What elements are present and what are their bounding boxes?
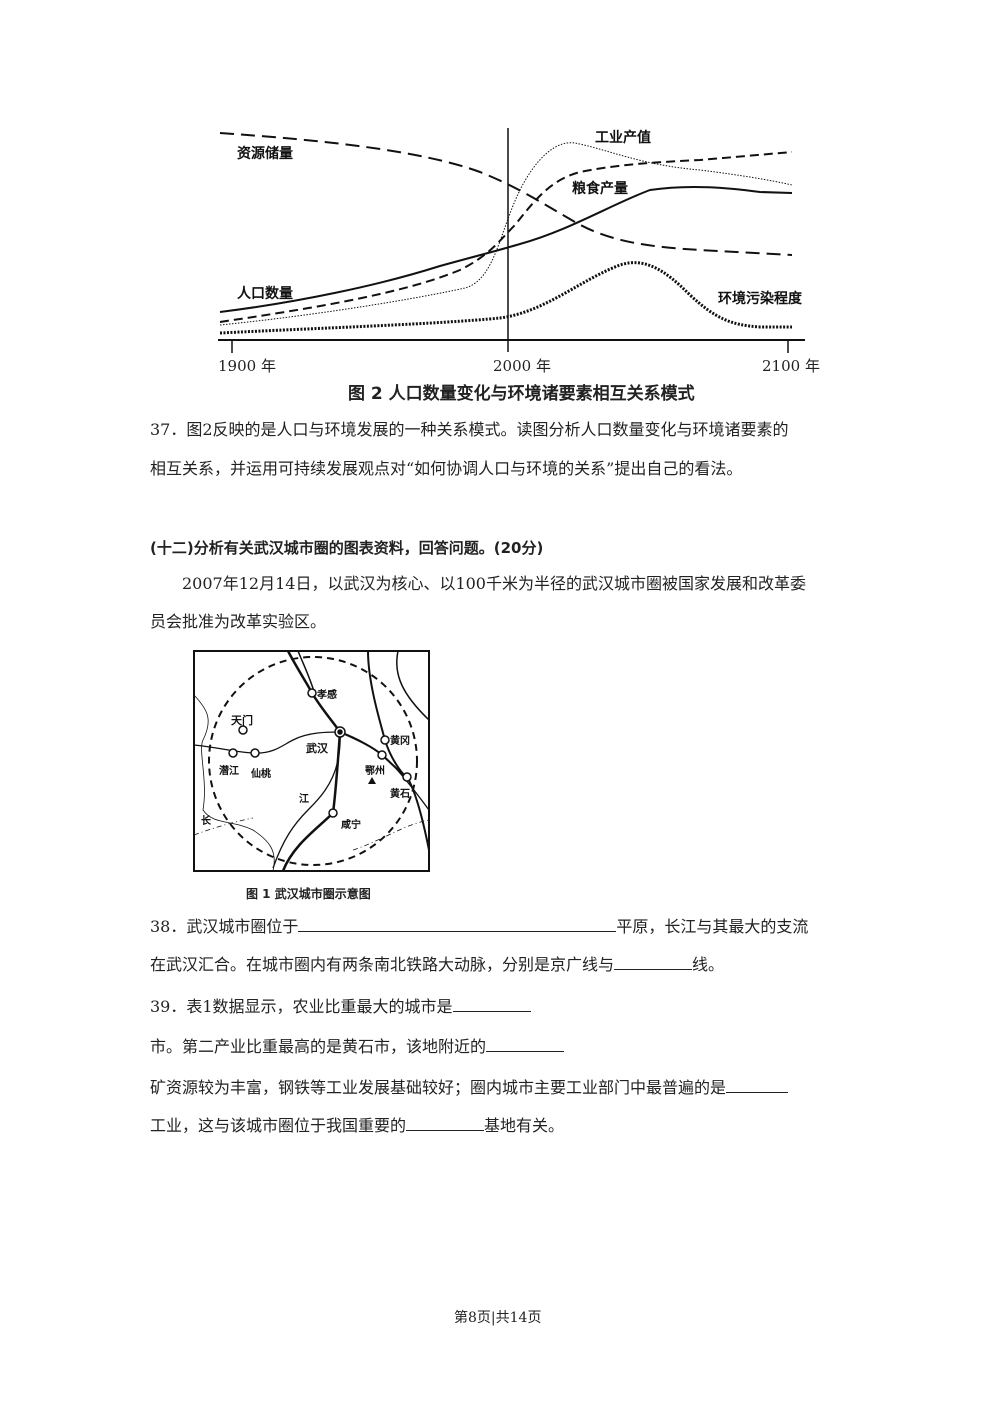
- q38-blank-railway[interactable]: [614, 955, 693, 970]
- q37-line1: 37．图2反映的是人口与环境发展的一种关系模式。读图分析人口数量变化与环境诸要素…: [150, 420, 789, 439]
- xianning-marker: [328, 808, 338, 818]
- mountain-triangle-icon: [368, 777, 376, 784]
- xiantao-label: 仙桃: [251, 769, 271, 780]
- tick-label-2000: 2000 年: [493, 357, 551, 375]
- q39-blank-industry[interactable]: [726, 1078, 789, 1093]
- q38-line2: 在武汉汇合。在城市圈内有两条南北铁路大动脉，分别是京广线与 线。: [150, 955, 724, 975]
- q39-text-3: 矿资源较为丰富，钢铁等工业发展基础较好；圈内城市主要工业部门中最普遍的是: [150, 1078, 727, 1097]
- figure-2-curves: [218, 128, 805, 353]
- boundary-south: [193, 817, 430, 851]
- q38-text-4: 线。: [692, 955, 725, 974]
- qianjiang-label: 潜江: [219, 766, 239, 777]
- q39-blank-city[interactable]: [452, 997, 531, 1012]
- industry-label: 工业产值: [595, 130, 651, 146]
- tianmen-label: 天门: [231, 714, 253, 727]
- population-label: 人口数量: [237, 286, 293, 302]
- population-curve: [219, 185, 793, 313]
- q39-line3: 矿资源较为丰富，钢铁等工业发展基础较好；圈内城市主要工业部门中最普遍的是: [150, 1078, 789, 1098]
- q38-text-1: 38．武汉城市圈位于: [150, 917, 299, 936]
- q39-text-1: 39．表1数据显示，农业比重最大的城市是: [150, 997, 453, 1016]
- q39-text-5: 基地有关。: [484, 1116, 565, 1135]
- xiantao-marker: [250, 748, 260, 758]
- huangshi-label: 黄石: [390, 789, 410, 800]
- q39-line4: 工业，这与该城市圈位于我国重要的 基地有关。: [150, 1116, 564, 1136]
- huanggang-marker: [380, 735, 390, 745]
- han-river: [193, 731, 341, 754]
- ezhou-marker: [377, 750, 387, 760]
- city-circle-boundary: [208, 656, 418, 866]
- q39-text-4: 工业，这与该城市圈位于我国重要的: [150, 1116, 407, 1135]
- q38-text-3: 在武汉汇合。在城市圈内有两条南北铁路大动脉，分别是京广线与: [150, 955, 615, 974]
- q39-blank-mineral[interactable]: [486, 1037, 565, 1052]
- huanggang-label: 黄冈: [390, 736, 410, 747]
- figure-1-caption: 图 1 武汉城市圈示意图: [246, 887, 371, 901]
- pollution-curve: [219, 261, 792, 335]
- xiaogan-marker: [307, 688, 317, 698]
- river-label-chang: 长: [201, 816, 211, 827]
- q38-line1: 38．武汉城市圈位于 平原，长江与其最大的支流: [150, 917, 808, 937]
- figure-2-caption: 图 2 人口数量变化与环境诸要素相互关系模式: [348, 384, 695, 404]
- grain-label: 粮食产量: [572, 181, 628, 197]
- xiaogan-label: 孝感: [317, 690, 337, 701]
- q37-line2: 相互关系，并运用可持续发展观点对“如何协调人口与环境的关系”提出自己的看法。: [150, 459, 743, 478]
- river-label-jiang: 江: [299, 794, 309, 805]
- ezhou-label: 鄂州: [365, 766, 385, 777]
- qianjiang-marker: [228, 748, 238, 758]
- resources-curve: [219, 132, 793, 256]
- q39-blank-base[interactable]: [406, 1116, 485, 1131]
- huangshi-marker: [402, 772, 412, 782]
- q39-line2: 市。第二产业比重最高的是黄石市，该地附近的: [150, 1037, 565, 1057]
- tick-label-1900: 1900 年: [218, 357, 276, 375]
- section-12-heading: (十二)分析有关武汉城市圈的图表资料，回答问题。(20分): [150, 539, 544, 557]
- page-footer: 第8页|共14页: [454, 1310, 542, 1326]
- railway-east: [339, 731, 430, 851]
- grain-curve: [219, 151, 793, 323]
- q38-text-2: 平原，长江与其最大的支流: [616, 917, 809, 936]
- q39-text-2: 市。第二产业比重最高的是黄石市，该地附近的: [150, 1037, 487, 1056]
- map-drawing: [193, 650, 430, 872]
- pollution-label: 环境污染程度: [718, 291, 802, 307]
- tianmen-marker: [238, 725, 248, 735]
- tick-label-2100: 2100 年: [762, 357, 820, 375]
- railway-beijing-kowloon: [396, 650, 430, 721]
- boundary-west: [193, 694, 275, 872]
- section-12-intro-line2: 员会批准为改革实验区。: [150, 612, 327, 631]
- industry-curve: [219, 142, 793, 326]
- q38-blank-plain[interactable]: [298, 917, 617, 932]
- resources-label: 资源储量: [237, 146, 293, 162]
- figure-1-map: 孝感 天门 武汉 潜江 仙桃 黄冈 鄂州 黄石 咸宁 江 长: [193, 650, 430, 872]
- wuhan-marker-inner: [337, 729, 343, 735]
- wuhan-label: 武汉: [306, 742, 328, 755]
- section-12-intro-line1: 2007年12月14日，以武汉为核心、以100千米为半径的武汉城市圈被国家发展和…: [182, 574, 806, 593]
- xianning-label: 咸宁: [341, 820, 361, 831]
- q39-line1: 39．表1数据显示，农业比重最大的城市是: [150, 997, 531, 1017]
